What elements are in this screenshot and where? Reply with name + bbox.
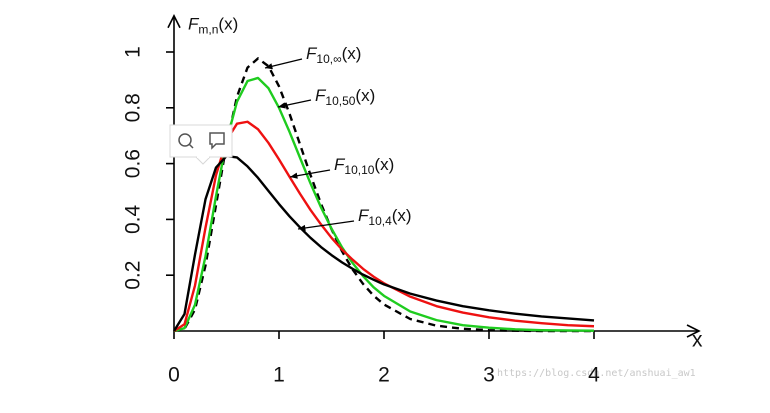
x-tick-label: 3 [483,364,495,387]
watermark: https://blog.csdn.net/anshuai_aw1 [497,368,696,379]
label-tail: (x) [392,206,412,225]
label-sub: m,n [198,23,218,37]
x-axis-label: x [692,329,703,352]
x-tick-label: 4 [588,364,600,387]
y-tick-label: 0.8 [122,93,145,122]
y-axis-label: Fm,n(x) [188,15,238,37]
label-arrowhead [290,172,298,179]
label-base: F [358,206,370,225]
series-line [172,154,595,332]
series-label: F10,4(x) [358,206,412,228]
search-icon-handle[interactable] [188,143,194,149]
popup-pointer [195,156,211,165]
label-tail: (x) [218,15,238,34]
label-tail: (x) [355,86,375,105]
series-label: F10,10(x) [334,155,394,177]
x-tick-label: 1 [273,364,285,387]
label-sub: 10,∞ [316,52,341,66]
y-tick-label: 0.2 [122,261,145,290]
x-tick-label: 0 [168,364,180,387]
label-base: F [315,86,327,105]
series-label: F10,50(x) [315,86,375,108]
series-label: F10,∞(x) [306,44,361,66]
label-tail: (x) [374,155,394,174]
label-base: F [306,44,318,63]
x-tick-label: 2 [378,364,390,387]
label-arrowhead [265,63,273,70]
label-arrow [297,220,355,230]
label-sub: 10,50 [325,94,355,108]
label-arrowhead [278,102,286,109]
label-sub: 10,4 [368,214,392,228]
search-button[interactable] [178,133,194,149]
popup-toolbar [169,124,233,165]
search-icon[interactable] [178,133,192,147]
comment-button[interactable] [209,132,225,150]
label-arrowhead [298,224,306,232]
x-axis-arrow [686,324,701,338]
label-base: F [334,155,346,174]
y-tick-label: 1 [122,46,145,58]
y-axis-arrow [167,13,181,29]
y-tick-label: 0.6 [122,149,145,178]
y-tick-label: 0.4 [122,204,145,234]
series-line [173,76,595,333]
label-sub: 10,10 [344,163,374,177]
label-base: F [188,15,200,34]
label-tail: (x) [342,44,362,63]
